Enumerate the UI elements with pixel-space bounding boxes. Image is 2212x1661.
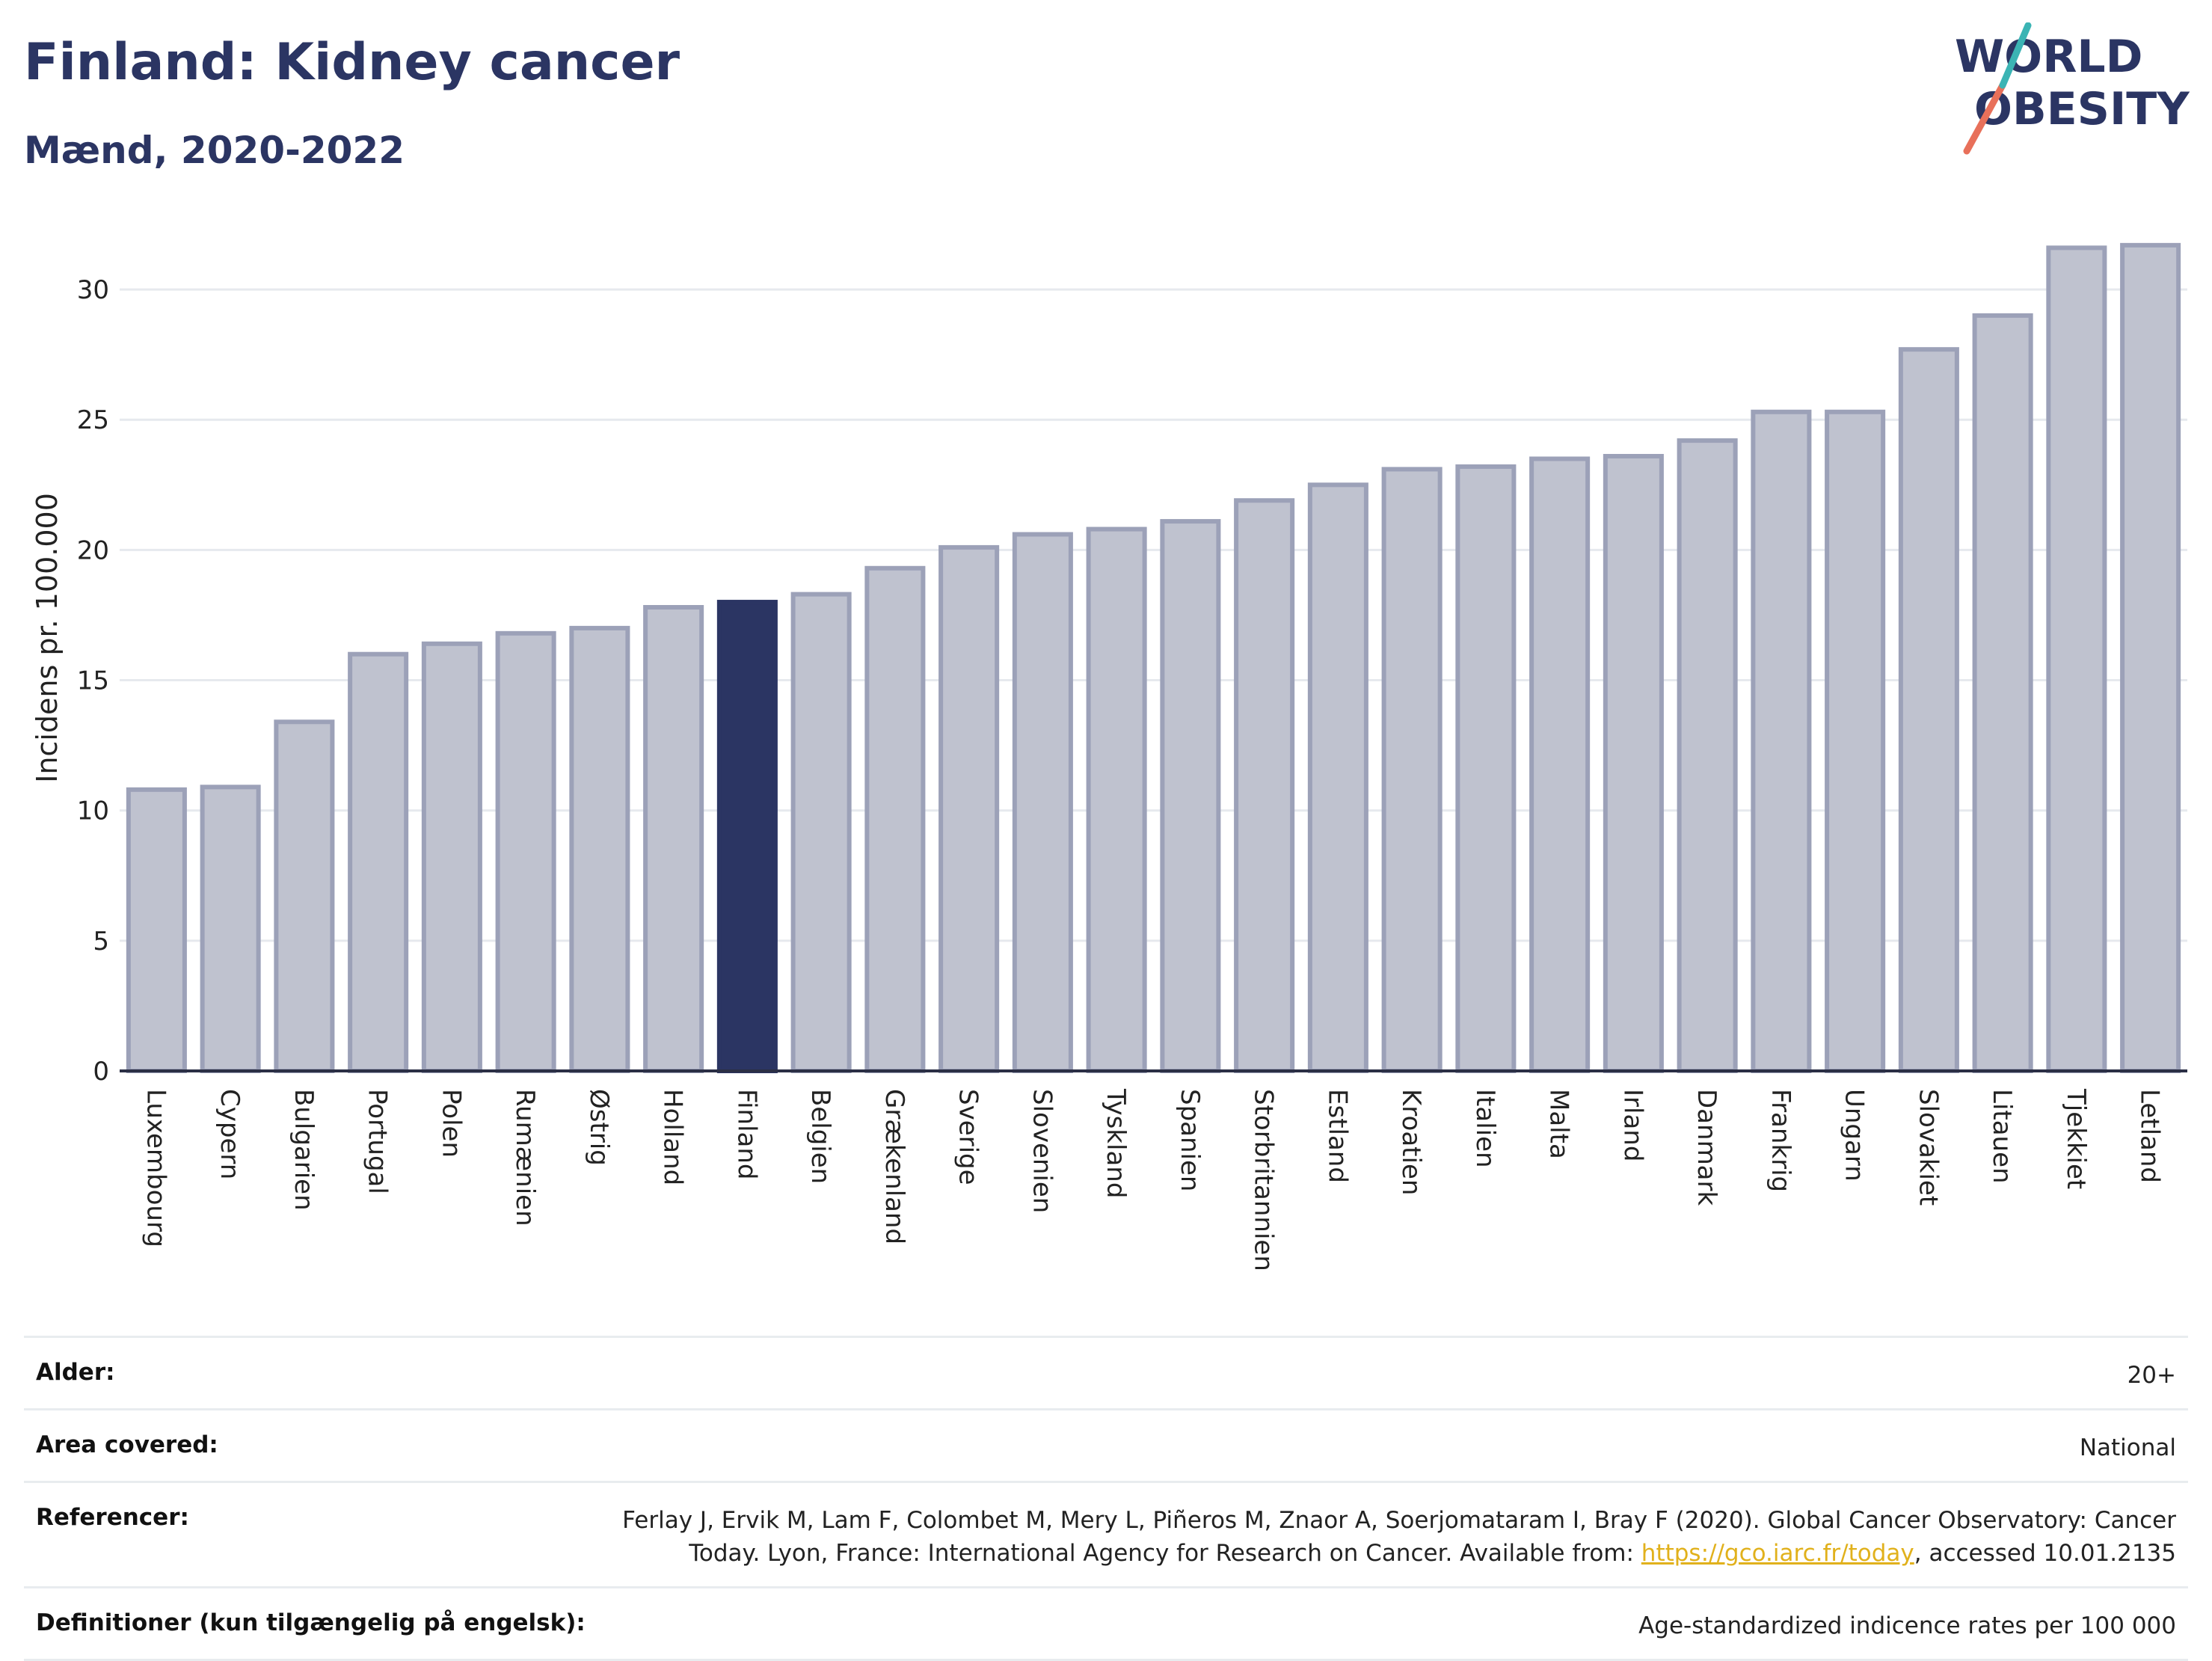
info-value-references: Ferlay J, Ervik M, Lam F, Colombet M, Me… <box>622 1504 2176 1570</box>
x-tick-label: Storbritannien <box>1249 1089 1279 1271</box>
bar-grækenland <box>864 565 926 1073</box>
bars <box>120 242 2187 1074</box>
info-key-definitions: Definitioner (kun tilgængelig på engelsk… <box>36 1609 586 1636</box>
x-tick-label: Tjekkiet <box>2061 1088 2091 1189</box>
info-value-definitions: Age-standardized indicence rates per 100… <box>1638 1612 2176 1639</box>
info-table: Alder: 20+ Area covered: National Refere… <box>24 1336 2188 1661</box>
x-tick-label: Ungarn <box>1840 1089 1870 1182</box>
x-tick-label: Cypern <box>215 1089 245 1179</box>
bar-italien <box>1455 464 1517 1073</box>
y-tick-label: 30 <box>77 275 109 305</box>
bar-tjekkiet <box>2046 245 2107 1074</box>
info-value-age: 20+ <box>2127 1362 2176 1389</box>
bar-letland <box>2120 242 2181 1073</box>
bar-luxembourg <box>126 787 187 1073</box>
x-category-labels: Luxembourg Cypern Bulgarien Portugal Polen Ru… <box>141 1088 2164 1271</box>
x-tick-label: Grækenland <box>879 1089 909 1244</box>
logo-slash-teal <box>1999 22 2032 89</box>
info-row-age: Alder: 20+ <box>24 1336 2188 1408</box>
bar-frankrig <box>1751 409 1812 1073</box>
bar-holland <box>643 605 704 1073</box>
reference-text-line2: Today. Lyon, France: International Agenc… <box>689 1540 1641 1567</box>
bar-portugal <box>348 651 409 1073</box>
bar-belgien <box>790 592 852 1073</box>
x-tick-label: Litauen <box>1987 1089 2017 1184</box>
x-tick-label: Frankrig <box>1766 1089 1795 1192</box>
x-tick-label: Bulgarien <box>289 1089 319 1211</box>
x-tick-label: Belgien <box>805 1089 835 1184</box>
x-tick-label: Malta <box>1544 1089 1574 1159</box>
x-tick-label: Slovenien <box>1027 1089 1057 1213</box>
bar-bulgarien <box>274 719 335 1073</box>
x-tick-label: Polen <box>436 1089 466 1158</box>
bar-irland <box>1603 453 1664 1073</box>
y-tick-label: 5 <box>93 927 109 957</box>
x-tick-label: Estland <box>1322 1089 1352 1183</box>
x-tick-label: Slovakiet <box>1913 1089 1943 1206</box>
bar-cypern <box>200 785 261 1073</box>
x-tick-label: Danmark <box>1692 1089 1721 1206</box>
x-tick-label: Letland <box>2135 1089 2165 1183</box>
y-tick-label: 10 <box>77 796 109 826</box>
info-value-area: National <box>2079 1434 2176 1461</box>
x-tick-label: Finland <box>731 1089 761 1180</box>
x-tick-label: Portugal <box>363 1089 393 1194</box>
logo-line2: OBESITY <box>1974 83 2190 135</box>
bar-rumænien <box>495 630 556 1073</box>
y-tick-label: 0 <box>93 1057 109 1087</box>
y-axis-label: Incidens pr. 100.000 <box>31 493 64 783</box>
x-tick-label: Rumænien <box>510 1089 540 1226</box>
x-tick-label: Italien <box>1470 1089 1500 1168</box>
bar-danmark <box>1677 438 1738 1073</box>
y-tick-label: 20 <box>77 535 109 565</box>
x-tick-label: Irland <box>1617 1089 1647 1161</box>
reference-link[interactable]: https://gco.iarc.fr/today <box>1641 1540 1914 1567</box>
bar-polen <box>421 641 482 1073</box>
bar-finland <box>716 600 778 1073</box>
bar-chart: 0 5 10 15 20 25 30 Luxembourg Cypern Bulgarien Po… <box>31 242 2187 1271</box>
reference-text-accessed: , accessed 10.01.2135 <box>1914 1540 2176 1567</box>
logo-slash-coral <box>1963 82 2006 155</box>
bar-østrig <box>569 625 630 1073</box>
info-key-references: Referencer: <box>36 1504 189 1531</box>
bar-slovakiet <box>1898 347 1959 1073</box>
bar-estland <box>1307 482 1368 1073</box>
info-key-age: Alder: <box>36 1359 115 1386</box>
chart-subtitle: Mænd, 2020-2022 <box>24 129 405 172</box>
bar-slovenien <box>1012 532 1073 1073</box>
info-key-area: Area covered: <box>36 1431 218 1458</box>
chart-title: Finland: Kidney cancer <box>24 33 681 92</box>
x-tick-label: Østrig <box>584 1089 614 1166</box>
x-tick-label: Kroatien <box>1396 1089 1426 1195</box>
x-tick-label: Luxembourg <box>141 1089 170 1247</box>
logo-line1: WORLD <box>1955 31 2142 83</box>
x-tick-label: Sverige <box>953 1089 983 1185</box>
info-row-definitions: Definitioner (kun tilgængelig på engelsk… <box>24 1586 2188 1661</box>
info-row-references: Referencer: Ferlay J, Ervik M, Lam F, Co… <box>24 1481 2188 1586</box>
y-tick-label: 25 <box>77 405 109 435</box>
bar-ungarn <box>1825 409 1886 1073</box>
y-tick-label: 15 <box>77 666 109 696</box>
world-obesity-logo: WORLD OBESITY <box>1955 22 2190 155</box>
bar-tyskland <box>1086 526 1147 1073</box>
bar-sverige <box>938 544 1000 1073</box>
bar-kroatien <box>1381 467 1443 1073</box>
bar-storbritannien <box>1234 498 1295 1073</box>
x-tick-label: Spanien <box>1175 1089 1205 1191</box>
reference-text-line1: Ferlay J, Ervik M, Lam F, Colombet M, Me… <box>622 1507 2176 1534</box>
x-tick-label: Tyskland <box>1101 1088 1131 1198</box>
y-tick-labels: 0 5 10 15 20 25 30 <box>77 275 109 1087</box>
x-tick-label: Holland <box>658 1089 688 1185</box>
info-row-area: Area covered: National <box>24 1408 2188 1481</box>
bar-malta <box>1529 456 1591 1073</box>
bar-litauen <box>1972 313 2033 1073</box>
bar-spanien <box>1160 519 1221 1073</box>
